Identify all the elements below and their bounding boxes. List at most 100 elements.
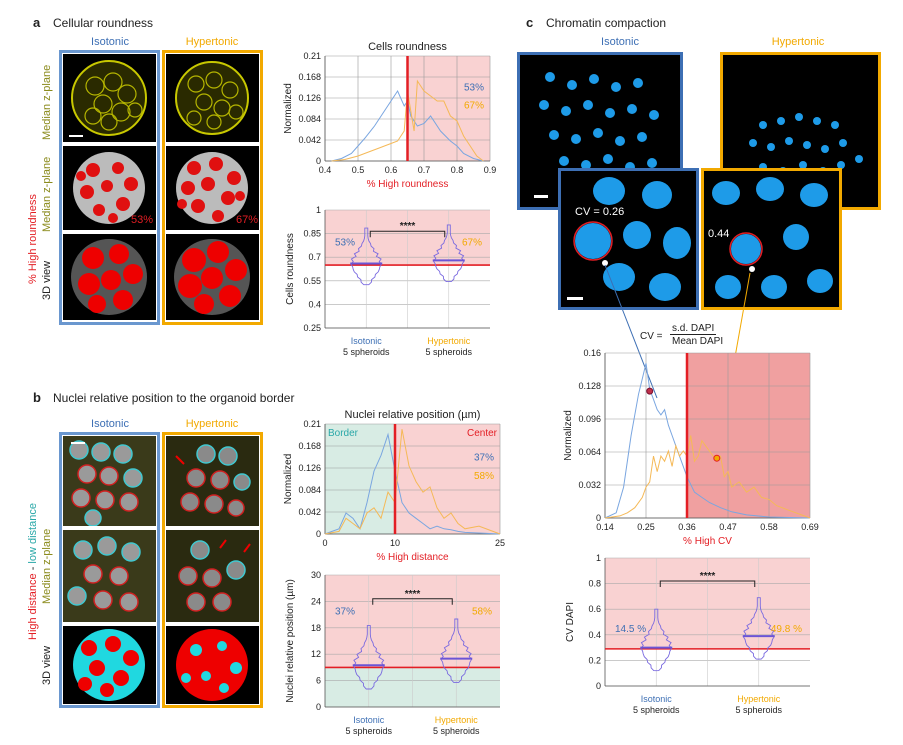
- region-label-center: Center: [467, 428, 498, 439]
- series-hypertonic-line: [324, 429, 501, 535]
- x-tick-label: 0.14: [596, 522, 614, 532]
- significance-bracket: [372, 598, 453, 605]
- x-axis-label: % High roundness: [367, 179, 449, 190]
- chart-title: Cells roundness: [368, 41, 447, 53]
- y-tick-label: 0.21: [303, 419, 321, 429]
- y-axis-label: Cells roundness: [285, 233, 296, 305]
- chart-b-hist: 0 0.042 0.084 0.126 0.168 0.21 0 10 25 Nuclei rel…: [275, 402, 510, 563]
- panel-c-letter: c: [526, 15, 534, 30]
- series-hypertonic-line: [604, 435, 811, 519]
- b-hyp-3d-image: [166, 626, 259, 704]
- a-hyp-3d-image: [166, 234, 259, 320]
- low-region: [325, 424, 395, 534]
- y-tick-label: 0.4: [308, 299, 321, 309]
- c-cv-hyp-label: 0.44: [708, 228, 730, 240]
- a-hyp-median-image: [166, 54, 259, 142]
- y-tick-label: 0: [596, 681, 601, 691]
- category-isotonic: Isotonic: [351, 336, 383, 346]
- y-tick-label: 0.042: [298, 507, 321, 517]
- a-hyp-pct: 67%: [236, 214, 259, 226]
- panel-a-letter: a: [33, 15, 41, 30]
- y-tick-label: 0.168: [298, 72, 321, 82]
- y-tick-label: 0: [316, 156, 321, 166]
- annotation-isotonic: 37%: [474, 452, 494, 463]
- y-tick-label: 0: [316, 529, 321, 539]
- y-tick-label: 0.032: [578, 480, 601, 490]
- violin-hypertonic: [440, 618, 473, 683]
- category-hypertonic: Hypertonic: [737, 694, 781, 704]
- high-region: [407, 56, 490, 161]
- chart-svg-a-hist: 0 0.042 0.084 0.126 0.168 0.21 0.4 0.5 0.6 0.7 0.8…: [283, 41, 497, 190]
- category-hypertonic: Hypertonic: [435, 715, 479, 725]
- sublabel: 5 spheroids: [633, 705, 680, 715]
- chart-svg-c-hist: 0 0.032 0.064 0.096 0.128 0.16 0.14 0.25 0.36 0.4…: [563, 348, 819, 547]
- marker-hypertonic: [713, 454, 721, 462]
- category-isotonic: Isotonic: [641, 694, 673, 704]
- chart-c-hist: 0 0.032 0.064 0.096 0.128 0.16 0.14 0.25 0.36 0.4…: [545, 345, 835, 547]
- y-axis-label: Normalized: [283, 83, 294, 134]
- panel-c-hypertonic-label: Hypertonic: [771, 36, 825, 48]
- x-tick-label: 0.6: [385, 165, 398, 175]
- c-formula-den: Mean DAPI: [672, 336, 724, 347]
- y-tick-label: 0.096: [578, 414, 601, 424]
- panel-b-hypertonic-label: Hypertonic: [185, 418, 239, 430]
- annotation-hypertonic: 49.8 %: [771, 624, 802, 635]
- y-tick-label: 0.7: [308, 252, 321, 262]
- panel-c-title: Chromatin compaction: [546, 16, 667, 30]
- annotation-hypertonic: 67%: [462, 237, 482, 248]
- b-hyp-seg-image: [166, 530, 259, 622]
- high-region: [687, 353, 810, 518]
- category-hypertonic: Hypertonic: [427, 336, 471, 346]
- chart-title: Nuclei relative position (µm): [345, 409, 481, 421]
- region-label-border: Border: [328, 428, 359, 439]
- c-iso-overview-image: [520, 55, 680, 207]
- annotation-isotonic: 53%: [335, 237, 355, 248]
- sublabel: 5 spheroids: [343, 347, 390, 357]
- panel-a-hypertonic-label: Hypertonic: [185, 36, 239, 48]
- y-tick-label: 0.126: [298, 463, 321, 473]
- annotation-isotonic: 14.5 %: [615, 624, 646, 635]
- c-iso-zoom-image: [561, 171, 696, 307]
- y-tick-label: 0.85: [303, 229, 321, 239]
- b-iso-median-image: [63, 436, 156, 526]
- x-tick-label: 0.9: [484, 165, 497, 175]
- c-formula-num: s.d. DAPI: [670, 323, 717, 335]
- annotation-hypertonic: 58%: [472, 607, 492, 618]
- y-axis-label: Normalized: [563, 410, 574, 461]
- y-tick-label: 12: [311, 649, 321, 659]
- y-tick-label: 0.16: [583, 348, 601, 358]
- significance-label: ****: [405, 589, 421, 600]
- y-tick-label: 0.064: [578, 447, 601, 457]
- x-tick-label: 0.69: [801, 522, 819, 532]
- y-tick-label: 0.21: [303, 51, 321, 61]
- a-iso-median-image: [63, 54, 156, 142]
- series-isotonic-line: [604, 363, 811, 519]
- violin-isotonic: [350, 227, 383, 286]
- y-tick-label: 30: [311, 570, 321, 580]
- x-tick-label: 0.5: [352, 165, 365, 175]
- c-hyp-zoom-image: [704, 171, 839, 307]
- y-axis-label: CV DAPI: [565, 602, 576, 642]
- b-iso-seg-image: [63, 530, 156, 622]
- x-tick-label: 0.7: [418, 165, 431, 175]
- x-tick-label: 0.47: [719, 522, 737, 532]
- significance-label: ****: [700, 571, 716, 582]
- violin-isotonic: [640, 608, 673, 672]
- x-tick-label: 0.8: [451, 165, 464, 175]
- y-tick-label: 0.55: [303, 276, 321, 286]
- y-tick-label: 24: [311, 596, 321, 606]
- y-axis-label: Nuclei relative position (µm): [285, 579, 296, 703]
- x-tick-label: 10: [390, 538, 400, 548]
- sublabel: 5 spheroids: [735, 705, 782, 715]
- panel-b-title: Nuclei relative position to the organoid…: [53, 391, 295, 405]
- y-axis-label: Normalized: [283, 454, 294, 505]
- y-tick-label: 0.2: [588, 655, 601, 665]
- panel-a-isotonic-frame: [59, 50, 160, 325]
- y-tick-label: 0.042: [298, 135, 321, 145]
- significance-bracket: [659, 580, 756, 588]
- y-tick-label: 0.6: [588, 604, 601, 614]
- chart-a-violin: 0.25 0.4 0.55 0.7 0.85 1 Isotonic 5 spheroids Hy…: [275, 200, 510, 365]
- a-hyp-seg-image: [166, 146, 259, 230]
- chart-b-violin: 0 6 12 18 24 30 Isotonic 5 spheroids Hypertonic 5…: [275, 565, 510, 740]
